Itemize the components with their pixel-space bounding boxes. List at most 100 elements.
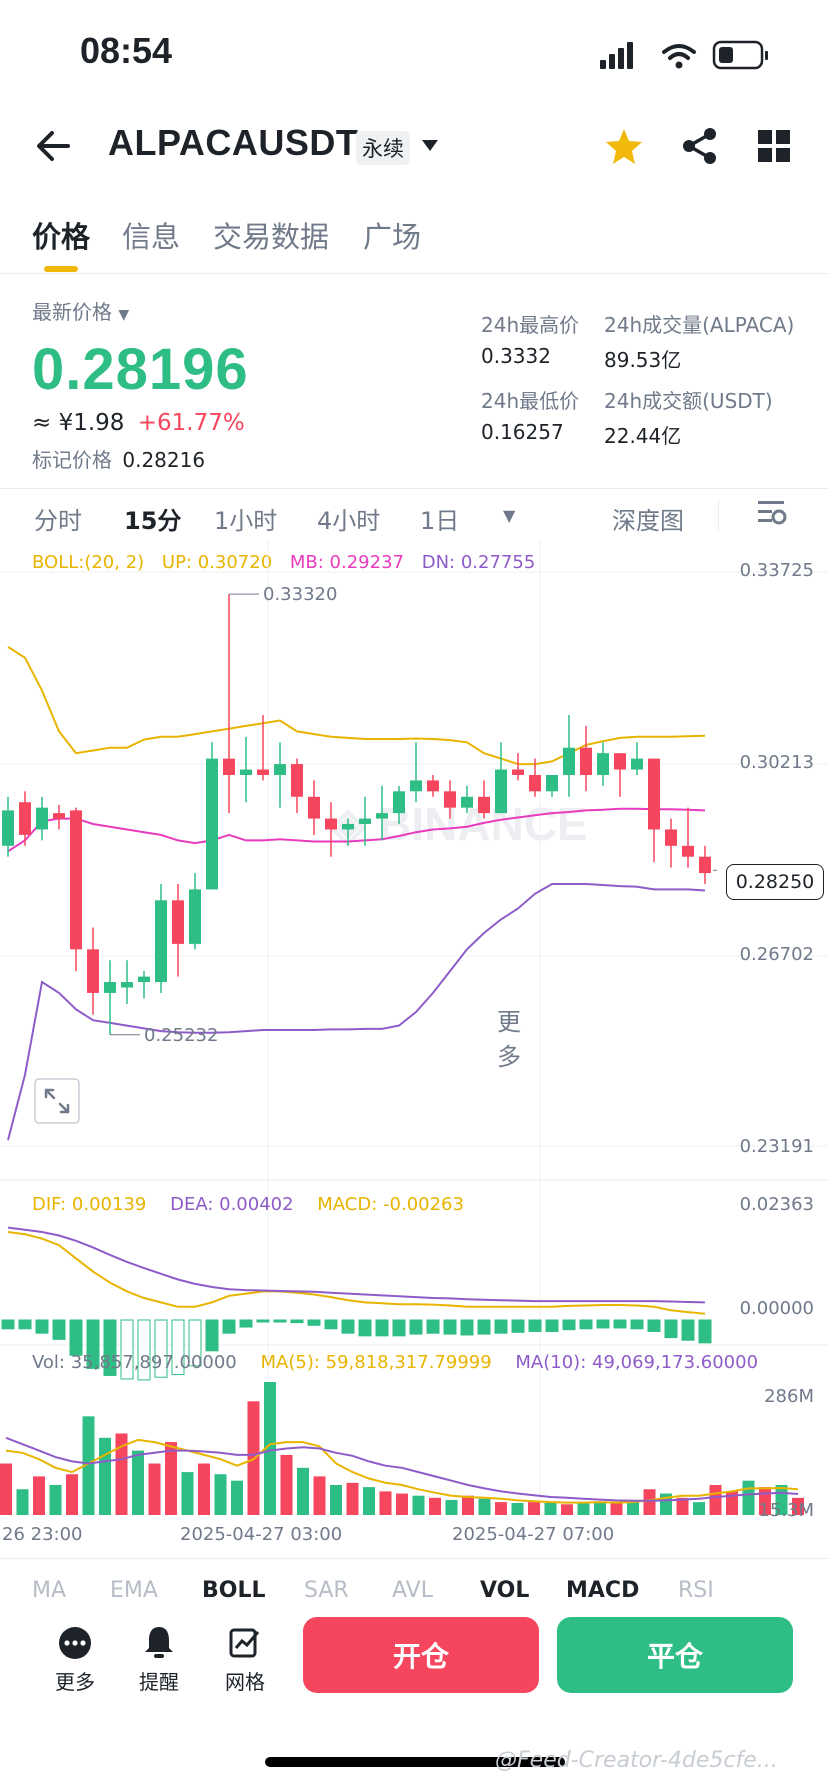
high-marker-label: 0.33320 bbox=[263, 584, 337, 605]
volume-bar bbox=[445, 1499, 458, 1515]
interval-separator bbox=[718, 500, 719, 530]
vol-tick-top: 286M bbox=[764, 1386, 814, 1407]
macd-histogram-bar bbox=[681, 1319, 695, 1341]
macd-histogram-bar bbox=[222, 1319, 236, 1334]
vol-24h-value: 89.53亿 bbox=[604, 348, 682, 372]
indicator-ma[interactable]: MA bbox=[32, 1578, 67, 1603]
volume-bar bbox=[396, 1493, 408, 1515]
vol-ma10: MA(10): 49,069,173.60000 bbox=[515, 1352, 759, 1373]
volume-bar bbox=[594, 1502, 606, 1515]
close-position-button[interactable]: 平仓 bbox=[557, 1617, 793, 1693]
boll-name: BOLL:(20, 2) bbox=[32, 552, 145, 573]
alert-label[interactable]: 提醒 bbox=[139, 1670, 179, 1694]
kline-chart[interactable]: ◈ BINANCE 0.33320 0.25232 bbox=[0, 540, 828, 1560]
interval-15m[interactable]: 15分 bbox=[124, 507, 182, 535]
volume-bar bbox=[33, 1476, 45, 1515]
interval-more[interactable]: 更多 ▼ bbox=[497, 506, 521, 1071]
open-position-button[interactable]: 开仓 bbox=[303, 1617, 539, 1693]
candle-body bbox=[682, 845, 694, 857]
volume-bar bbox=[0, 1463, 12, 1515]
volume-bar bbox=[379, 1491, 392, 1515]
volume-bar bbox=[495, 1502, 507, 1515]
macd-histogram-bar bbox=[290, 1319, 304, 1324]
symbol-dropdown-icon[interactable] bbox=[420, 138, 440, 154]
interval-1h[interactable]: 1小时 bbox=[214, 507, 278, 535]
indicator-ema[interactable]: EMA bbox=[110, 1578, 158, 1603]
last-price: 0.28196 bbox=[32, 337, 249, 402]
indicator-rsi[interactable]: RSI bbox=[678, 1578, 714, 1603]
volume-bar bbox=[115, 1433, 128, 1515]
price-change-row: ≈ ¥1.98 +61.77% bbox=[32, 410, 245, 436]
interval-timeline[interactable]: 分时 bbox=[34, 507, 82, 535]
more-icon[interactable] bbox=[58, 1626, 92, 1660]
share-icon[interactable] bbox=[680, 126, 720, 166]
vol-ma5: MA(5): 59,818,317.79999 bbox=[260, 1352, 492, 1373]
volume-ma10-line bbox=[5, 1436, 799, 1502]
grid-trading-icon[interactable] bbox=[228, 1624, 262, 1660]
high-24h-label: 24h最高价 bbox=[481, 313, 580, 337]
volume-bar bbox=[214, 1474, 227, 1515]
tab-active-indicator bbox=[44, 266, 78, 272]
price-tick-1: 0.33725 bbox=[739, 560, 814, 581]
volume-bar bbox=[643, 1489, 656, 1515]
favorite-star-icon[interactable] bbox=[604, 126, 644, 166]
macd-histogram-bar bbox=[392, 1319, 406, 1337]
low-24h-value: 0.16257 bbox=[481, 420, 564, 444]
interval-depth[interactable]: 深度图 bbox=[612, 507, 684, 535]
volume-bar bbox=[792, 1497, 804, 1515]
candle-body bbox=[444, 791, 456, 808]
macd-histogram-bar bbox=[375, 1319, 389, 1337]
candle-body bbox=[274, 764, 286, 775]
volume-bar bbox=[511, 1502, 524, 1515]
macd-histogram-bar bbox=[596, 1319, 610, 1329]
indicator-vol[interactable]: VOL bbox=[480, 1578, 530, 1603]
volume-bar bbox=[429, 1497, 441, 1515]
candle-body bbox=[563, 747, 575, 775]
bell-icon[interactable] bbox=[142, 1624, 176, 1660]
battery-icon bbox=[712, 40, 768, 70]
chart-settings-icon[interactable] bbox=[756, 498, 788, 530]
tab-info[interactable]: 信息 bbox=[122, 220, 181, 254]
volume-bar bbox=[693, 1502, 705, 1515]
volume-ma5-line bbox=[5, 1438, 799, 1504]
candle-body bbox=[648, 758, 660, 830]
tab-trading-data[interactable]: 交易数据 bbox=[213, 220, 330, 254]
amount-24h-value: 22.44亿 bbox=[604, 424, 682, 448]
home-indicator[interactable] bbox=[265, 1757, 565, 1767]
signal-icon bbox=[600, 42, 633, 69]
macd-histogram-bar bbox=[307, 1319, 321, 1326]
volume-bar bbox=[165, 1442, 177, 1515]
macd-histogram-bar bbox=[1, 1319, 15, 1330]
indicator-avl[interactable]: AVL bbox=[392, 1578, 433, 1603]
volume-bar bbox=[231, 1480, 243, 1515]
interval-1d[interactable]: 1日 bbox=[420, 507, 460, 535]
macd-histogram-bar bbox=[324, 1319, 338, 1330]
grid-label[interactable]: 网格 bbox=[225, 1670, 265, 1694]
more-label[interactable]: 更多 bbox=[55, 1670, 95, 1694]
indicator-boll[interactable]: BOLL bbox=[202, 1578, 266, 1603]
volume-bar bbox=[627, 1499, 639, 1515]
indicator-sar[interactable]: SAR bbox=[304, 1578, 349, 1603]
candle-body bbox=[342, 824, 354, 830]
status-icons bbox=[600, 40, 768, 70]
grid-menu-icon[interactable] bbox=[756, 128, 792, 164]
candle-body bbox=[223, 758, 235, 775]
candle-body bbox=[291, 764, 303, 797]
tab-square[interactable]: 广场 bbox=[363, 220, 422, 254]
volume-bar bbox=[561, 1504, 573, 1515]
indicator-macd[interactable]: MACD bbox=[566, 1578, 640, 1603]
boll-mb-line bbox=[7, 807, 706, 853]
macd-chart bbox=[1, 1226, 712, 1381]
macd-histogram-bar bbox=[460, 1319, 474, 1336]
back-arrow-icon[interactable] bbox=[34, 126, 74, 166]
tab-price[interactable]: 价格 bbox=[32, 220, 91, 254]
fullscreen-icon[interactable] bbox=[34, 1078, 80, 1124]
symbol-title[interactable]: ALPACAUSDT bbox=[108, 122, 359, 163]
candle-body bbox=[325, 818, 337, 830]
interval-4h[interactable]: 4小时 bbox=[317, 507, 381, 535]
contract-type-badge: 永续 bbox=[356, 131, 410, 165]
volume-bar bbox=[297, 1467, 309, 1515]
latest-price-label[interactable]: 最新价格 ▼ bbox=[32, 300, 130, 324]
macd-histogram-bar bbox=[647, 1319, 661, 1332]
more-dropdown-icon: ▼ bbox=[503, 506, 516, 525]
